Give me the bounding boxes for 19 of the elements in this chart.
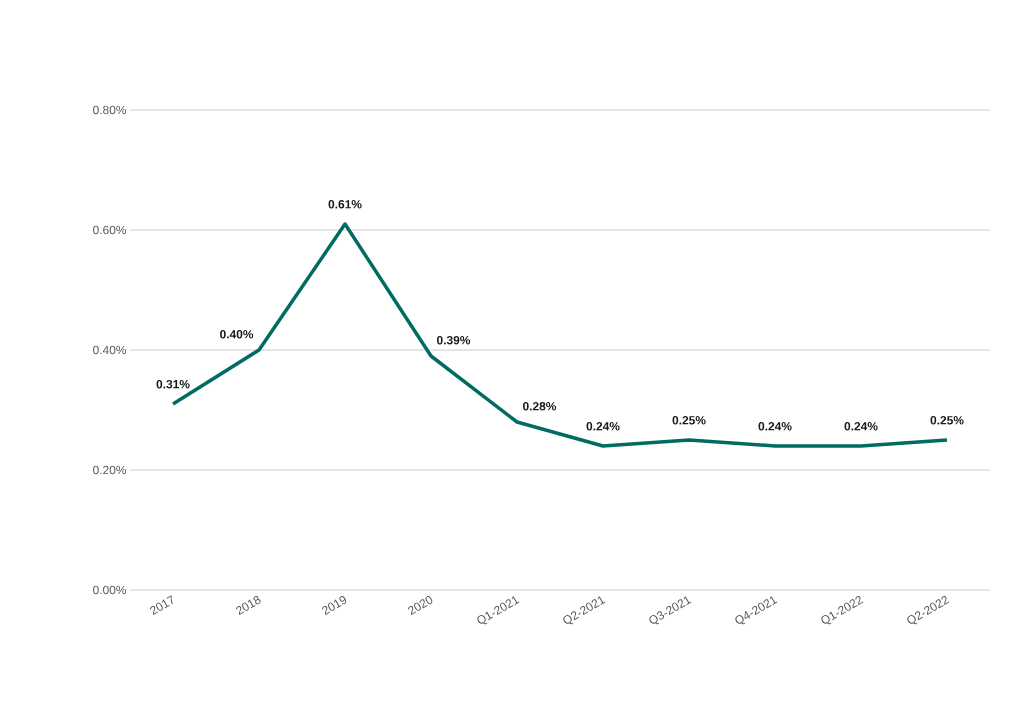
y-tick-label: 0.20%	[93, 465, 127, 475]
data-label: 0.25%	[672, 416, 706, 425]
x-tick-label: 2020	[408, 596, 433, 616]
data-label: 0.25%	[930, 416, 964, 425]
y-tick-label: 0.60%	[93, 225, 127, 235]
data-label: 0.24%	[758, 422, 792, 431]
data-label: 0.28%	[522, 402, 557, 411]
data-label: 0.61%	[328, 200, 362, 209]
data-label: 0.31%	[156, 380, 190, 389]
y-tick-label: 0.40%	[93, 345, 127, 355]
data-label: 0.24%	[586, 422, 620, 431]
data-label: 0.24%	[844, 422, 878, 431]
x-tick-label: 2017	[150, 595, 173, 616]
data-label: 0.40%	[220, 330, 254, 339]
y-tick-label: 0.00%	[93, 585, 127, 595]
y-tick-label: 0.80%	[93, 105, 127, 115]
x-tick-label: 2019	[322, 596, 347, 616]
x-tick-label: 2018	[236, 596, 261, 616]
data-label: 0.39%	[436, 336, 471, 345]
